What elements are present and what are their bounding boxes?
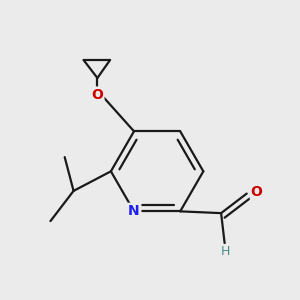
Text: O: O [251, 185, 262, 199]
Text: H: H [221, 245, 230, 258]
Text: N: N [128, 204, 140, 218]
Text: O: O [92, 88, 103, 102]
